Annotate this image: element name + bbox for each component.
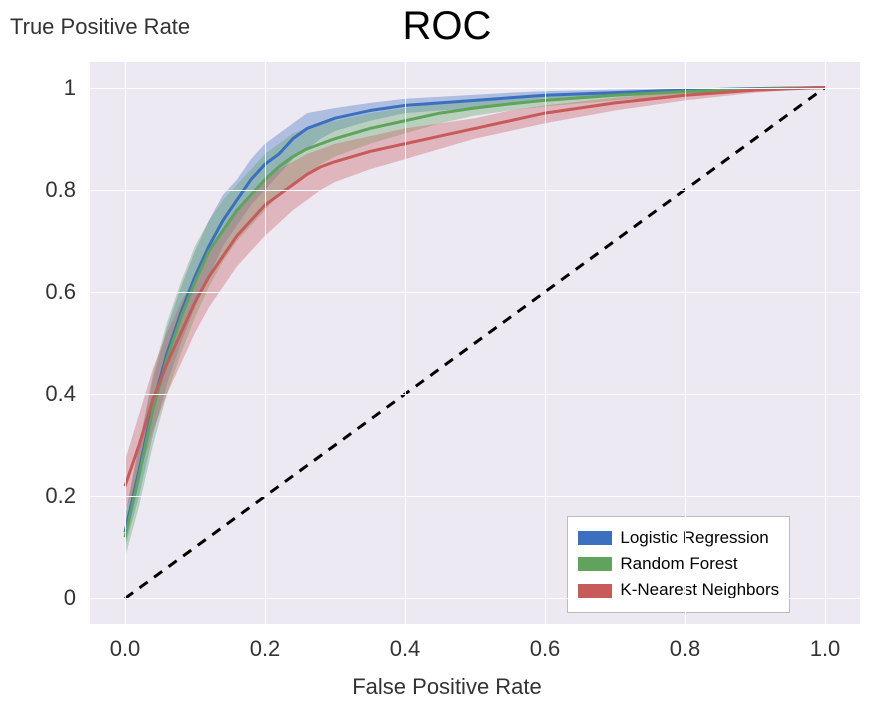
confidence-band xyxy=(125,88,825,512)
x-axis-label: False Positive Rate xyxy=(0,674,894,700)
y-tick-label: 0.2 xyxy=(45,483,90,509)
legend-swatch xyxy=(578,584,612,598)
legend-label: Logistic Regression xyxy=(620,525,768,551)
confidence-band xyxy=(125,88,825,548)
y-tick-label: 0.6 xyxy=(45,279,90,305)
gridline-v xyxy=(685,62,686,624)
x-tick-label: 0.0 xyxy=(110,624,141,662)
gridline-v xyxy=(125,62,126,624)
x-tick-label: 0.2 xyxy=(250,624,281,662)
roc-chart: ROC True Positive Rate Logistic Regressi… xyxy=(0,0,894,708)
legend-item: Logistic Regression xyxy=(578,525,779,551)
y-axis-label: True Positive Rate xyxy=(10,14,190,40)
y-tick-label: 0.8 xyxy=(45,177,90,203)
gridline-v xyxy=(545,62,546,624)
gridline-v xyxy=(825,62,826,624)
x-tick-label: 0.4 xyxy=(390,624,421,662)
gridline-v xyxy=(405,62,406,624)
x-tick-label: 0.8 xyxy=(670,624,701,662)
series-line xyxy=(125,88,825,487)
legend-label: K-Nearest Neighbors xyxy=(620,577,779,603)
gridline-h xyxy=(90,598,860,599)
gridline-h xyxy=(90,292,860,293)
plot-area: Logistic RegressionRandom ForestK-Neares… xyxy=(90,62,860,624)
legend-swatch xyxy=(578,557,612,571)
series-line xyxy=(125,88,825,532)
legend-item: K-Nearest Neighbors xyxy=(578,577,779,603)
y-tick-label: 1 xyxy=(64,75,90,101)
confidence-band xyxy=(125,88,825,558)
y-tick-label: 0 xyxy=(64,585,90,611)
gridline-h xyxy=(90,394,860,395)
x-tick-label: 0.6 xyxy=(530,624,561,662)
series-line xyxy=(125,88,825,538)
legend-swatch xyxy=(578,531,612,545)
gridline-h xyxy=(90,190,860,191)
legend-item: Random Forest xyxy=(578,551,779,577)
y-tick-label: 0.4 xyxy=(45,381,90,407)
legend-label: Random Forest xyxy=(620,551,737,577)
gridline-v xyxy=(265,62,266,624)
gridline-h xyxy=(90,88,860,89)
gridline-h xyxy=(90,496,860,497)
x-tick-label: 1.0 xyxy=(810,624,841,662)
